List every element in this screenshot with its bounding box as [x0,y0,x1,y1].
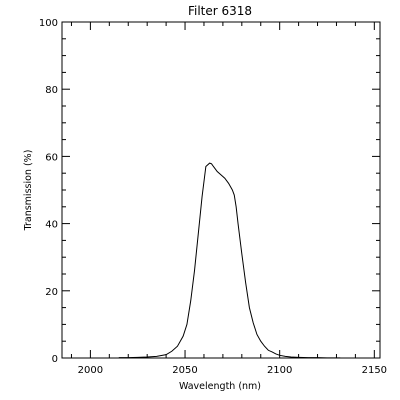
y-tick-label: 40 [45,220,58,231]
x-tick-label: 2150 [362,365,387,376]
y-tick-label: 20 [45,287,58,298]
axis-ticks [62,21,380,359]
y-tick-label: 0 [52,354,58,365]
chart-title: Filter 6318 [188,4,252,18]
plot-frame [61,21,381,359]
tick-labels: 2000 2050 2100 2150 0 20 40 60 80 100 [39,18,387,376]
y-tick-label: 100 [39,18,58,29]
y-axis-label: Transmission (%) [23,150,34,232]
series-line [118,162,341,359]
x-tick-label: 2000 [78,365,103,376]
x-tick-label: 2100 [267,365,292,376]
x-axis-label: Wavelength (nm) [179,381,261,392]
y-tick-label: 80 [45,85,58,96]
x-tick-label: 2050 [172,365,197,376]
series-points [118,162,341,359]
y-tick-label: 60 [45,152,58,163]
